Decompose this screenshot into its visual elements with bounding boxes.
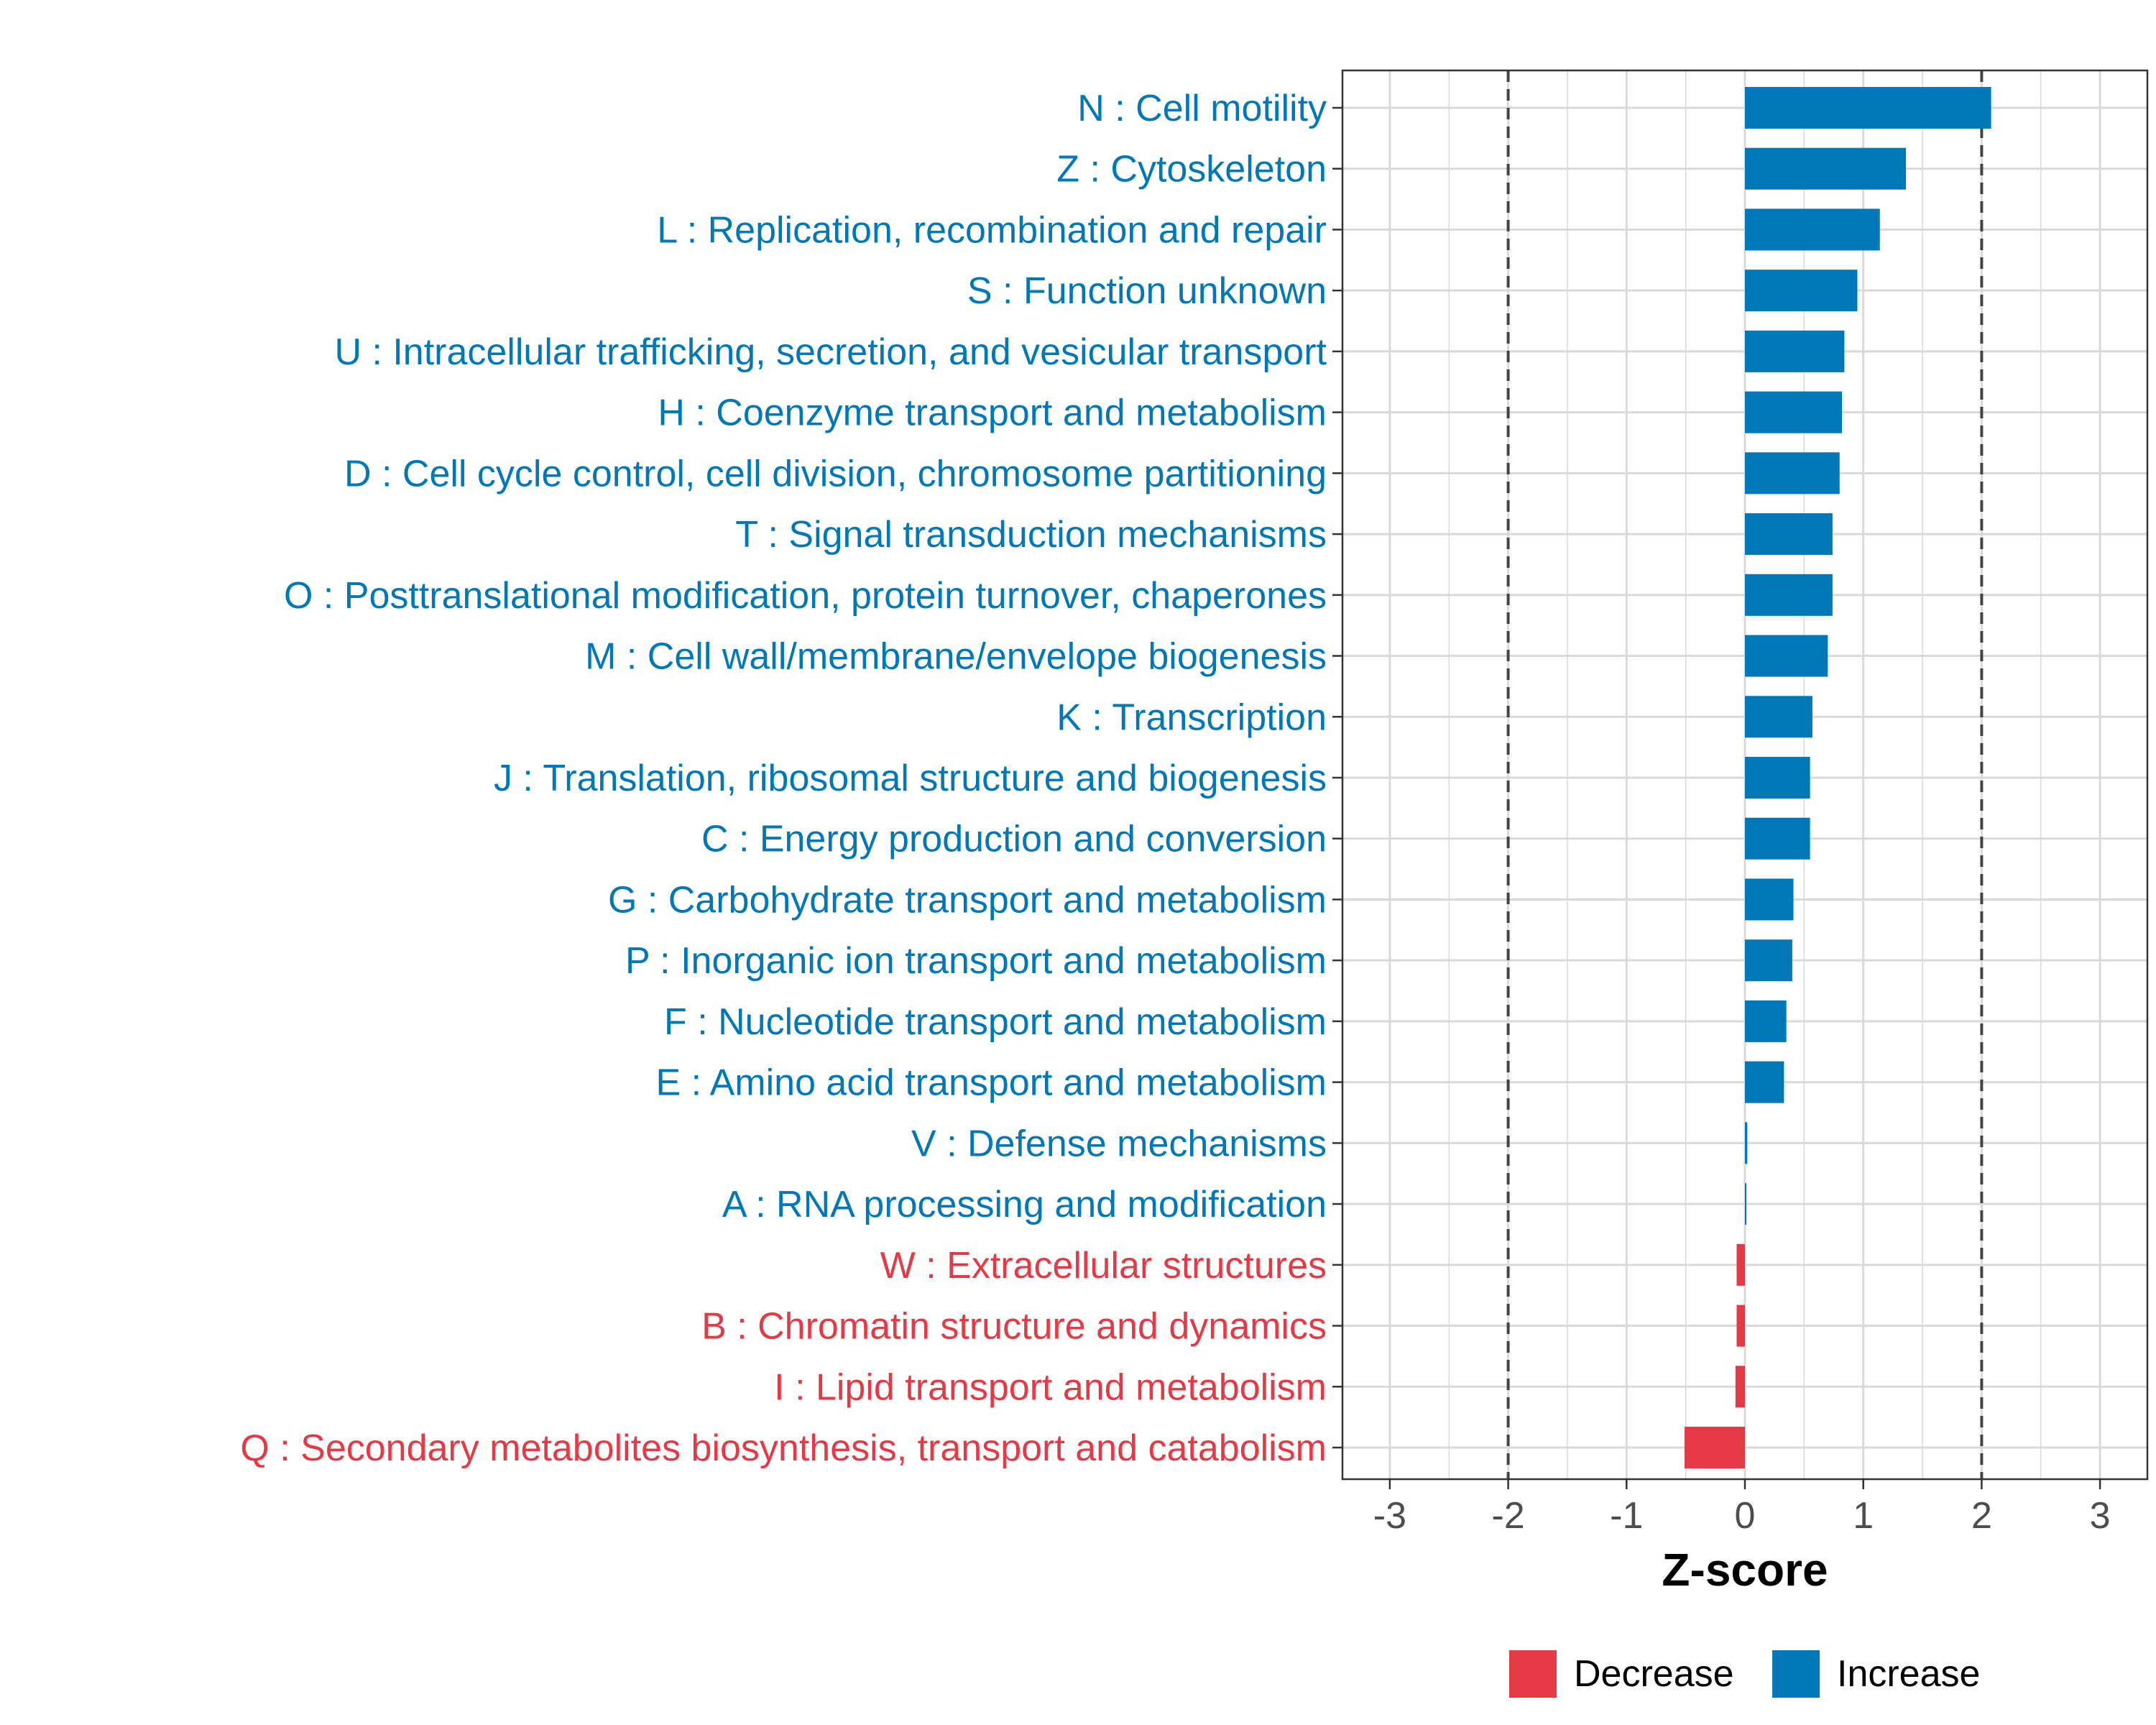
legend: Decrease Increase xyxy=(1509,1650,1980,1698)
category-label: O : Posttranslational modification, prot… xyxy=(284,575,1327,617)
x-axis-ticks: -3 -2 -1 0 1 2 3 xyxy=(1373,1479,2111,1537)
bar xyxy=(1736,1243,1745,1286)
x-tick-label: 3 xyxy=(2090,1495,2111,1537)
category-label: W : Extracellular structures xyxy=(880,1245,1327,1287)
bar xyxy=(1745,696,1812,738)
category-label: T : Signal transduction mechanisms xyxy=(735,514,1327,556)
category-label: S : Function unknown xyxy=(967,270,1327,312)
x-tick-label: -1 xyxy=(1610,1495,1643,1537)
category-label: D : Cell cycle control, cell division, c… xyxy=(344,453,1327,494)
x-tick-label: 0 xyxy=(1735,1495,1756,1537)
bar xyxy=(1745,817,1810,860)
x-axis-title: Z-score xyxy=(1662,1544,1828,1596)
category-label: M : Cell wall/membrane/envelope biogenes… xyxy=(585,636,1327,678)
bar xyxy=(1735,1366,1745,1408)
legend-key xyxy=(1772,1650,1820,1698)
reference-lines xyxy=(1506,70,1984,1479)
category-label: P : Inorganic ion transport and metaboli… xyxy=(625,940,1327,982)
y-axis-ticks: N : Cell motility Z : Cytoskeleton L : Rep… xyxy=(240,88,1342,1469)
bar xyxy=(1745,1122,1748,1164)
category-label: B : Chromatin structure and dynamics xyxy=(701,1306,1327,1348)
bar xyxy=(1745,939,1792,982)
bar xyxy=(1745,574,1833,616)
bar xyxy=(1745,1000,1787,1042)
bar xyxy=(1745,1183,1746,1225)
category-label: C : Energy production and conversion xyxy=(701,819,1327,860)
category-label: F : Nucleotide transport and metabolism xyxy=(664,1001,1327,1043)
bar xyxy=(1745,878,1794,921)
category-label: N : Cell motility xyxy=(1077,88,1327,129)
category-label: A : RNA processing and modification xyxy=(722,1184,1327,1225)
bar xyxy=(1745,513,1833,556)
x-tick-label: 2 xyxy=(1971,1495,1992,1537)
legend-label: Increase xyxy=(1837,1653,1980,1695)
category-label: K : Transcription xyxy=(1056,696,1327,738)
x-tick-label: 1 xyxy=(1853,1495,1874,1537)
category-label: J : Translation, ribosomal structure and… xyxy=(494,758,1327,799)
category-label: H : Coenzyme transport and metabolism xyxy=(658,392,1327,434)
legend-key xyxy=(1509,1650,1557,1698)
bar xyxy=(1745,1061,1784,1103)
bar xyxy=(1745,87,1991,129)
category-label: U : Intracellular trafficking, secretion… xyxy=(334,331,1327,373)
category-label: L : Replication, recombination and repai… xyxy=(657,209,1327,251)
x-tick-label: -2 xyxy=(1491,1495,1524,1537)
bar xyxy=(1745,208,1880,251)
bar xyxy=(1736,1305,1745,1347)
category-label: Z : Cytoskeleton xyxy=(1056,149,1327,190)
bar xyxy=(1745,452,1840,494)
bar xyxy=(1745,330,1845,372)
category-label: Q : Secondary metabolites biosynthesis, … xyxy=(240,1427,1327,1469)
category-label: E : Amino acid transport and metabolism xyxy=(655,1062,1327,1104)
bar xyxy=(1745,147,1906,190)
bar xyxy=(1745,757,1810,799)
legend-label: Decrease xyxy=(1574,1653,1734,1695)
bars-layer xyxy=(1685,87,1991,1468)
category-label: I : Lipid transport and metabolism xyxy=(774,1366,1327,1408)
bar xyxy=(1745,391,1843,433)
x-tick-label: -3 xyxy=(1373,1495,1406,1537)
category-label: G : Carbohydrate transport and metabolis… xyxy=(608,879,1327,921)
category-label: V : Defense mechanisms xyxy=(911,1123,1327,1164)
bar xyxy=(1745,635,1828,677)
bar xyxy=(1745,270,1858,312)
bar xyxy=(1685,1427,1745,1468)
